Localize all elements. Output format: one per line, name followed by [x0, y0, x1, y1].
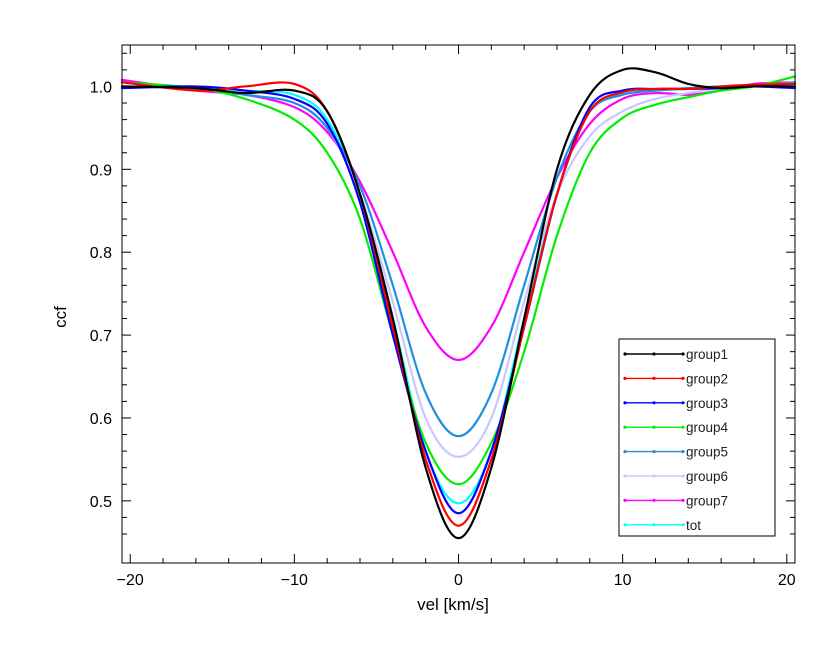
legend-marker-group5 [623, 450, 627, 454]
series-line-group1 [120, 67, 797, 540]
y-tick-label: 0.6 [90, 411, 112, 428]
legend-marker-group7 [652, 498, 656, 502]
y-axis-label: ccf [51, 306, 70, 328]
legend-marker-tot [681, 523, 685, 527]
legend-marker-group3 [623, 401, 627, 405]
legend-label-tot: tot [686, 518, 701, 533]
legend-marker-group2 [652, 376, 656, 380]
x-tick-label: −10 [281, 572, 308, 589]
y-tick-label: 0.9 [90, 162, 112, 179]
legend-marker-group5 [652, 450, 656, 454]
x-tick-label: 20 [778, 572, 796, 589]
plot-lines [120, 67, 797, 540]
y-tick-label: 0.5 [90, 494, 112, 511]
legend-marker-group3 [652, 401, 656, 405]
legend-marker-group2 [623, 376, 627, 380]
legend-marker-group7 [623, 498, 627, 502]
legend-marker-tot [652, 523, 656, 527]
x-tick-label: 10 [614, 572, 632, 589]
legend-label-group7: group7 [686, 493, 728, 508]
legend: group1 group2 group3 group4 group5 group6 grou… [618, 338, 776, 537]
legend-marker-group4 [623, 425, 627, 429]
x-tick-label: 0 [454, 572, 463, 589]
legend-label-group4: group4 [686, 420, 729, 435]
series-line-group7 [120, 78, 797, 362]
legend-marker-tot [623, 523, 627, 527]
y-tick-label: 0.8 [90, 245, 112, 262]
legend-marker-group5 [681, 450, 685, 454]
legend-marker-group6 [681, 474, 685, 478]
legend-label-group1: group1 [686, 347, 728, 362]
legend-label-group5: group5 [686, 445, 728, 460]
legend-label-group6: group6 [686, 469, 728, 484]
x-axis-label: vel [km/s] [417, 595, 489, 614]
y-tick-label: 0.7 [90, 328, 112, 345]
y-tick-label: 1.0 [90, 79, 112, 96]
legend-box [618, 338, 776, 537]
legend-marker-group7 [681, 498, 685, 502]
legend-label-group2: group2 [686, 371, 728, 386]
axis-ticks [122, 45, 795, 563]
legend-marker-group6 [652, 474, 656, 478]
series-line-group4 [120, 75, 797, 486]
legend-marker-group1 [681, 352, 685, 356]
legend-marker-group4 [652, 425, 656, 429]
legend-marker-group1 [623, 352, 627, 356]
tick-labels: −20 −10 0 10 20 0.5 0.6 0.7 0.8 0.9 1.0 [90, 79, 796, 589]
legend-marker-group4 [681, 425, 685, 429]
legend-marker-group3 [681, 401, 685, 405]
legend-marker-group2 [681, 376, 685, 380]
legend-marker-group6 [623, 474, 627, 478]
series-line-group2 [120, 81, 797, 527]
legend-label-group3: group3 [686, 396, 728, 411]
x-tick-label: −20 [117, 572, 144, 589]
legend-marker-group1 [652, 352, 656, 356]
